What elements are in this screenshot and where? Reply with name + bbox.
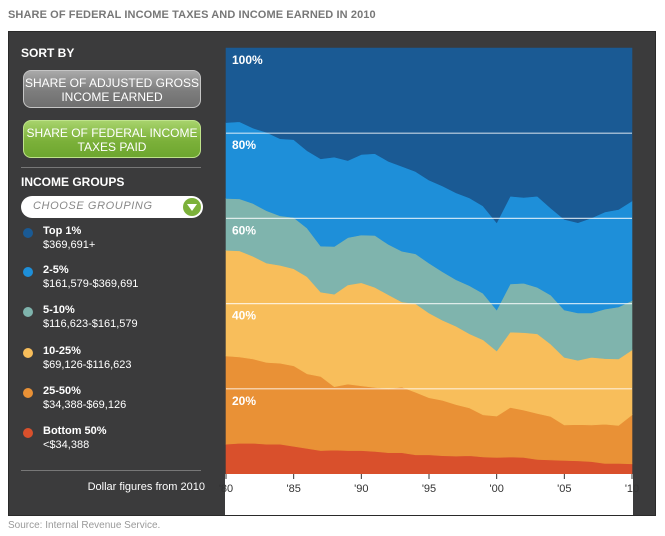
income-groups-heading: INCOME GROUPS	[21, 175, 125, 189]
x-tick-label: '10	[625, 483, 639, 495]
area-series-top-1	[225, 47, 633, 224]
legend-item-5-10: 5-10% $116,623-$161,579	[23, 304, 208, 338]
legend-swatch	[23, 307, 33, 317]
legend-name: 10-25%	[43, 345, 81, 357]
legend-swatch	[23, 228, 33, 238]
legend-item-2-5: 2-5% $161,579-$369,691	[23, 264, 208, 298]
divider	[21, 167, 201, 168]
y-tick-label: 40%	[232, 309, 256, 323]
page-title: SHARE OF FEDERAL INCOME TAXES AND INCOME…	[8, 9, 376, 21]
chart-panel: SORT BY SHARE OF ADJUSTED GROSS INCOME E…	[8, 31, 656, 516]
y-tick-label: 20%	[232, 394, 256, 408]
chevron-down-icon[interactable]	[183, 198, 201, 216]
legend-range: $116,623-$161,579	[43, 318, 138, 330]
y-tick-label: 80%	[232, 138, 256, 152]
legend-name: 5-10%	[43, 304, 75, 316]
sort-taxes-paid-button[interactable]: SHARE OF FEDERAL INCOME TAXES PAID	[23, 120, 201, 158]
legend-swatch	[23, 348, 33, 358]
legend-name: Top 1%	[43, 225, 82, 237]
x-tick-label: '90	[354, 483, 368, 495]
footnote: Dollar figures from 2010	[87, 481, 205, 493]
x-tick-label: '85	[286, 483, 300, 495]
legend-item-25-50: 25-50% $34,388-$69,126	[23, 385, 208, 419]
legend-range: $34,388-$69,126	[43, 399, 127, 411]
grouping-select[interactable]: CHOOSE GROUPING	[21, 196, 203, 218]
legend-name: 25-50%	[43, 385, 81, 397]
legend-item-top-1: Top 1% $369,691+	[23, 225, 208, 259]
divider	[21, 470, 201, 471]
legend-range: $369,691+	[43, 239, 96, 251]
x-tick-label: '05	[557, 483, 571, 495]
legend-item-10-25: 10-25% $69,126-$116,623	[23, 345, 208, 379]
y-tick-label: 60%	[232, 223, 256, 237]
y-tick-label: 100%	[232, 53, 263, 67]
x-axis-band	[225, 474, 633, 515]
legend-range: $161,579-$369,691	[43, 278, 139, 290]
grouping-select-value: CHOOSE GROUPING	[33, 200, 153, 212]
legend-name: Bottom 50%	[43, 425, 107, 437]
legend-range: <$34,388	[43, 439, 90, 451]
legend-item-bottom-50: Bottom 50% <$34,388	[23, 425, 208, 459]
legend-swatch	[23, 428, 33, 438]
sort-by-heading: SORT BY	[21, 46, 75, 60]
x-tick-label: '80	[219, 483, 233, 495]
legend-range: $69,126-$116,623	[43, 359, 132, 371]
legend-swatch	[23, 388, 33, 398]
x-tick-label: '95	[422, 483, 436, 495]
source-note: Source: Internal Revenue Service.	[8, 520, 161, 531]
legend-swatch	[23, 267, 33, 277]
x-tick-label: '00	[489, 483, 503, 495]
sort-gross-income-button[interactable]: SHARE OF ADJUSTED GROSS INCOME EARNED	[23, 70, 201, 108]
stacked-area-chart: 20% 40% 60% 80% 100% '80 '85 '90 '95 '00 '05 '10	[219, 47, 639, 515]
legend-name: 2-5%	[43, 264, 69, 276]
sidebar: SORT BY SHARE OF ADJUSTED GROSS INCOME E…	[9, 32, 217, 515]
